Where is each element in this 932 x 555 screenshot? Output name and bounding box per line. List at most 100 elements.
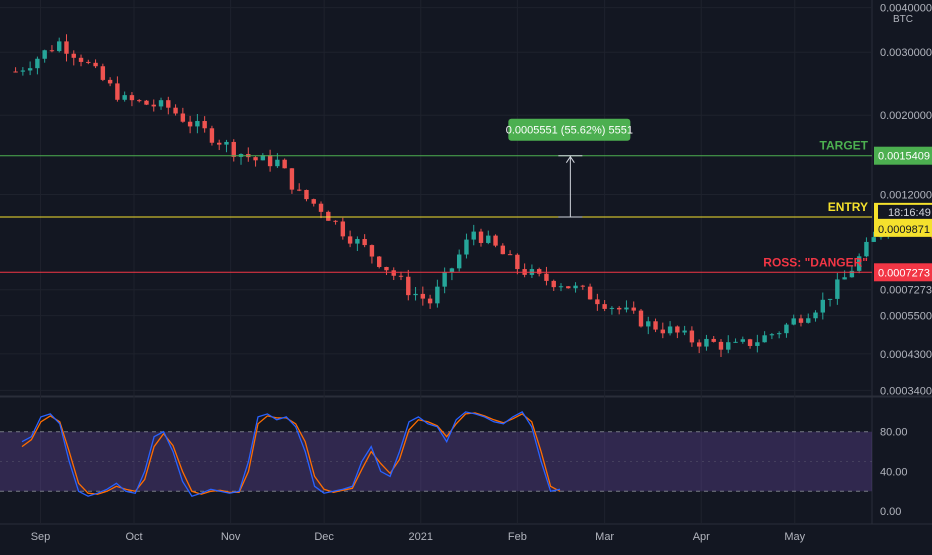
candle-body[interactable] xyxy=(856,256,862,271)
candle-body[interactable] xyxy=(122,95,127,100)
candle-body[interactable] xyxy=(297,189,302,191)
candle-body[interactable] xyxy=(653,321,658,330)
candle-body[interactable] xyxy=(493,235,498,246)
candle-body[interactable] xyxy=(813,312,818,319)
candle-body[interactable] xyxy=(71,53,76,58)
candle-body[interactable] xyxy=(398,275,404,277)
candle-body[interactable] xyxy=(718,341,724,350)
candle-body[interactable] xyxy=(435,286,440,304)
candle-body[interactable] xyxy=(187,121,193,127)
candle-body[interactable] xyxy=(333,220,338,222)
candle-body[interactable] xyxy=(711,338,716,342)
candle-body[interactable] xyxy=(166,100,171,108)
candle-body[interactable] xyxy=(209,128,215,143)
candle-body[interactable] xyxy=(13,71,18,73)
candle-body[interactable] xyxy=(115,83,120,100)
candle-body[interactable] xyxy=(107,79,113,84)
candle-body[interactable] xyxy=(638,310,644,327)
candle-body[interactable] xyxy=(536,269,542,274)
candle-body[interactable] xyxy=(667,326,673,334)
candle-body[interactable] xyxy=(515,254,520,270)
candle-body[interactable] xyxy=(871,237,876,242)
candle-body[interactable] xyxy=(609,307,615,309)
candle-body[interactable] xyxy=(158,100,164,107)
candle-body[interactable] xyxy=(144,100,149,105)
candle-body[interactable] xyxy=(231,141,236,157)
candle-body[interactable] xyxy=(689,330,695,343)
candle-body[interactable] xyxy=(180,113,186,122)
candle-body[interactable] xyxy=(267,155,273,167)
candle-body[interactable] xyxy=(362,239,367,246)
candle-body[interactable] xyxy=(580,285,586,287)
candle-body[interactable] xyxy=(755,342,760,346)
candle-body[interactable] xyxy=(217,142,222,145)
candle-body[interactable] xyxy=(282,159,287,169)
candle-body[interactable] xyxy=(798,318,804,323)
candle-body[interactable] xyxy=(551,280,556,288)
candle-body[interactable] xyxy=(835,279,840,299)
candle-body[interactable] xyxy=(864,241,869,257)
candle-body[interactable] xyxy=(602,304,607,309)
stoch-k-line[interactable] xyxy=(21,411,561,497)
candle-body[interactable] xyxy=(355,239,360,244)
candle-body[interactable] xyxy=(100,66,106,80)
candle-body[interactable] xyxy=(151,104,156,107)
candle-body[interactable] xyxy=(733,341,738,343)
candle-body[interactable] xyxy=(340,221,346,237)
candle-body[interactable] xyxy=(500,245,506,255)
candle-body[interactable] xyxy=(827,298,833,300)
candle-body[interactable] xyxy=(704,338,709,347)
candle-body[interactable] xyxy=(42,50,47,59)
candle-body[interactable] xyxy=(478,231,484,243)
candle-body[interactable] xyxy=(769,334,775,336)
candle-body[interactable] xyxy=(544,273,549,281)
candle-body[interactable] xyxy=(318,203,324,212)
candle-body[interactable] xyxy=(49,50,55,52)
candle-body[interactable] xyxy=(696,342,702,347)
candle-body[interactable] xyxy=(64,41,69,54)
candle-body[interactable] xyxy=(391,270,396,276)
candle-body[interactable] xyxy=(646,321,651,327)
candle-body[interactable] xyxy=(275,159,280,167)
candle-body[interactable] xyxy=(427,298,433,304)
candle-body[interactable] xyxy=(558,286,564,288)
candle-body[interactable] xyxy=(776,333,782,335)
candle-body[interactable] xyxy=(137,100,142,102)
candle-body[interactable] xyxy=(173,107,178,114)
candle-body[interactable] xyxy=(631,307,636,311)
candle-body[interactable] xyxy=(762,335,767,343)
candle-body[interactable] xyxy=(442,272,447,287)
candle-body[interactable] xyxy=(347,236,353,244)
candle-body[interactable] xyxy=(806,318,811,323)
candle-body[interactable] xyxy=(842,277,847,280)
candle-body[interactable] xyxy=(740,339,746,342)
candle-body[interactable] xyxy=(202,121,207,129)
candle-body[interactable] xyxy=(253,157,258,161)
candle-body[interactable] xyxy=(57,41,62,52)
candle-body[interactable] xyxy=(726,342,731,350)
candle-body[interactable] xyxy=(311,199,316,204)
candle-body[interactable] xyxy=(129,95,135,101)
candle-body[interactable] xyxy=(507,254,513,256)
candle-body[interactable] xyxy=(369,245,375,257)
candle-body[interactable] xyxy=(326,211,331,221)
candle-body[interactable] xyxy=(35,58,40,69)
candle-body[interactable] xyxy=(27,68,33,71)
candle-body[interactable] xyxy=(304,189,309,200)
candle-body[interactable] xyxy=(595,299,600,305)
candle-body[interactable] xyxy=(624,307,629,310)
candle-body[interactable] xyxy=(376,256,382,267)
candle-body[interactable] xyxy=(682,330,687,333)
candle-body[interactable] xyxy=(464,239,469,255)
candle-body[interactable] xyxy=(406,276,411,296)
candle-body[interactable] xyxy=(675,326,680,333)
candle-body[interactable] xyxy=(86,61,91,63)
candle-body[interactable] xyxy=(420,293,426,299)
candle-body[interactable] xyxy=(413,293,418,296)
candle-body[interactable] xyxy=(93,62,98,67)
candle-body[interactable] xyxy=(486,235,491,243)
candle-body[interactable] xyxy=(784,324,789,334)
candle-body[interactable] xyxy=(587,286,593,300)
